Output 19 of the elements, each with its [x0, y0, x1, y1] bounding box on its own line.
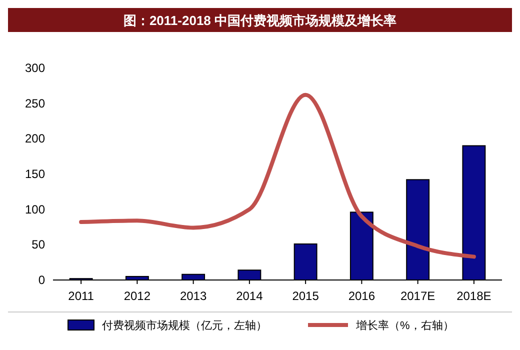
- y-tick-label: 50: [32, 238, 46, 252]
- x-tick-label: 2016: [348, 289, 376, 303]
- x-tick-label: 2013: [180, 289, 207, 303]
- y-tick-label: 300: [24, 61, 46, 75]
- y-tick-label: 200: [24, 132, 46, 146]
- x-tick-label: 2017E: [400, 289, 436, 303]
- y-tick-label: 250: [24, 96, 46, 110]
- legend-label: 增长率（%，右轴）: [355, 319, 454, 332]
- x-tick-label: 2018E: [456, 289, 492, 303]
- y-tick-label: 0: [38, 273, 46, 287]
- legend-label: 付费视频市场规模（亿元，左轴）: [102, 319, 267, 332]
- y-tick-label: 100: [24, 202, 46, 216]
- x-tick-label: 2014: [236, 289, 264, 303]
- x-tick-label: 2011: [68, 289, 94, 303]
- line-series: [79, 92, 476, 259]
- x-tick-label: 2012: [124, 289, 151, 303]
- y-tick-label: 150: [24, 167, 46, 181]
- x-tick-label: 2015: [292, 289, 320, 303]
- chart-title: 图：2011-2018 中国付费视频市场规模及增长率: [123, 13, 397, 28]
